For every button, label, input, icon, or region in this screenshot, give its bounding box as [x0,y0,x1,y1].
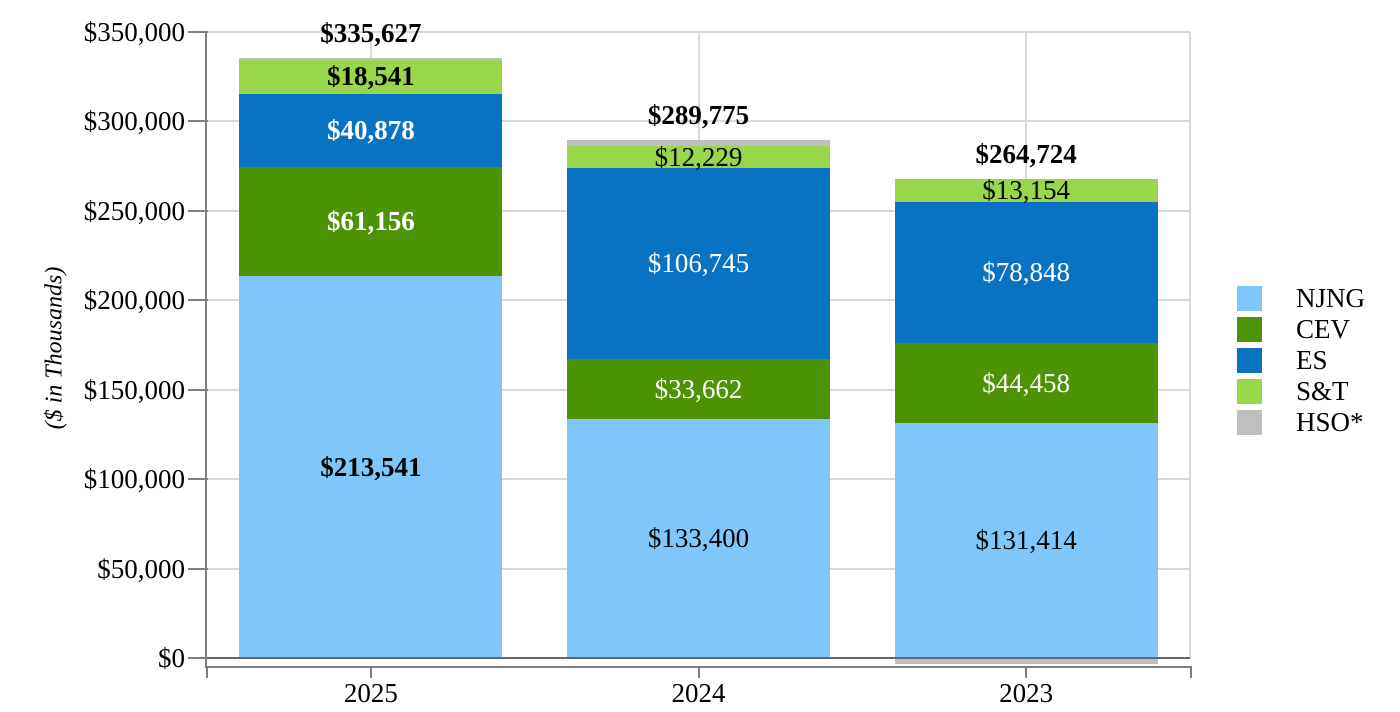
segment-label-s-t-2023: $13,154 [982,175,1071,206]
legend-swatch-njng [1237,286,1262,311]
legend-label-hso: HSO* [1296,407,1364,437]
x-axis-label-2024: 2024 [671,678,726,708]
segment-s-t-2025: $18,541 [239,60,503,94]
segment-cev-2025: $61,156 [239,166,503,277]
segment-s-t-2023: $13,154 [894,175,1158,206]
legend-swatch-hso [1237,410,1262,435]
legend-label-njng: NJNG [1296,283,1366,313]
y-tick-mark-5 [188,209,208,212]
total-label-2023: $264,724 [975,138,1077,169]
x-axis-end-tick-1 [1190,666,1192,678]
x-axis-label-2023: 2023 [999,678,1054,708]
segment-es-2025: $40,878 [239,93,503,167]
segment-label-es-2025: $40,878 [326,114,415,145]
plot-right-border [1189,32,1191,658]
x-axis-line [207,666,1192,668]
y-tick-mark-1 [188,567,208,570]
segment-hso-2023 [894,658,1158,664]
legend-swatch-cev [1237,317,1262,342]
y-tick-mark-2 [188,478,208,481]
segment-es-2024: $106,745 [567,168,830,360]
legend: NJNG CEV ES S&T HSO* [1237,283,1365,438]
segment-cev-2023: $44,458 [894,343,1158,423]
legend-item-hso: HSO* [1237,407,1365,438]
legend-label-s-t: S&T [1296,376,1349,406]
x-axis-label-2025: 2025 [343,678,398,708]
segment-label-cev-2024: $33,662 [654,373,743,404]
segment-label-njng-2023: $131,414 [975,524,1077,555]
total-label-2024: $289,775 [647,99,750,130]
segment-label-cev-2025: $61,156 [326,205,415,236]
y-tick-mark-7 [188,31,208,33]
y-tick-label-5: $250,000 [83,195,185,226]
y-tick-label-6: $300,000 [83,106,185,137]
y-tick-mark-3 [188,388,208,391]
segment-label-es-2023: $78,848 [982,257,1071,288]
segment-label-njng-2024: $133,400 [647,523,750,554]
y-tick-label-0: $0 [158,643,185,673]
y-tick-label-4: $200,000 [83,285,185,316]
x-tick-mark-2024 [697,666,700,678]
y-tick-label-1: $50,000 [97,553,185,584]
segment-label-njng-2025: $213,541 [320,451,422,482]
segment-njng-2025: $213,541 [239,276,503,658]
segment-label-s-t-2024: $12,229 [654,141,743,172]
x-tick-mark-2023 [1025,666,1028,678]
legend-label-es: ES [1296,345,1328,375]
x-tick-mark-2025 [369,666,372,678]
segment-es-2023: $78,848 [894,202,1158,344]
segment-label-es-2024: $106,745 [647,248,750,279]
y-tick-label-7: $350,000 [83,17,185,47]
zero-baseline [207,657,1190,659]
segment-njng-2023: $131,414 [894,422,1158,658]
x-axis-end-tick-0 [206,666,208,678]
segment-label-cev-2023: $44,458 [982,367,1071,398]
y-tick-mark-0 [188,657,208,659]
legend-item-njng: NJNG [1237,283,1365,314]
y-tick-label-3: $150,000 [83,374,185,405]
legend-item-cev: CEV [1237,314,1365,345]
legend-swatch-es [1237,348,1262,373]
segment-s-t-2024: $12,229 [567,141,830,172]
segment-cev-2024: $33,662 [567,359,830,420]
segment-njng-2024: $133,400 [567,419,830,658]
y-tick-label-2: $100,000 [83,464,185,495]
y-tick-mark-6 [188,120,208,123]
segment-hso-2024 [567,139,830,147]
legend-item-es: ES [1237,345,1365,376]
y-axis-line [205,32,207,668]
y-tick-mark-4 [188,299,208,302]
legend-item-s-t: S&T [1237,376,1365,407]
total-label-2025: $335,627 [320,17,422,48]
segment-label-s-t-2025: $18,541 [326,61,415,92]
legend-swatch-s-t [1237,379,1262,404]
segment-hso-2025 [239,57,503,61]
legend-label-cev: CEV [1296,314,1350,344]
